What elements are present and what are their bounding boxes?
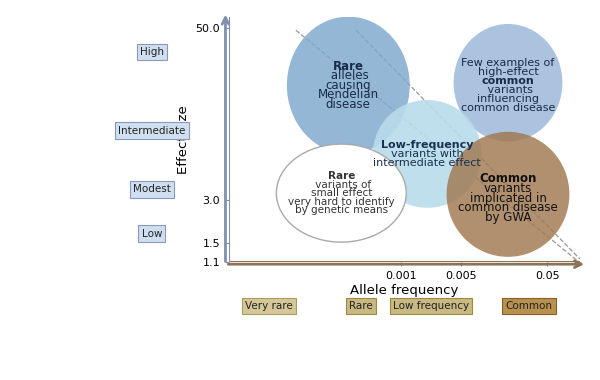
Text: Rare: Rare	[349, 301, 373, 311]
Text: Common: Common	[479, 172, 536, 185]
Text: Intermediate: Intermediate	[118, 126, 185, 136]
Text: intermediate effect: intermediate effect	[373, 158, 481, 168]
Text: implicated in: implicated in	[470, 192, 547, 204]
Text: disease: disease	[326, 98, 371, 111]
Text: variants: variants	[484, 85, 532, 95]
Text: common: common	[482, 76, 535, 86]
Text: Low frequency: Low frequency	[393, 301, 469, 311]
Ellipse shape	[287, 17, 410, 154]
Text: variants of: variants of	[312, 180, 371, 190]
Text: variants with: variants with	[391, 149, 464, 159]
Text: influencing: influencing	[477, 94, 539, 104]
Text: Rare: Rare	[328, 171, 355, 181]
Text: alleles: alleles	[328, 69, 369, 82]
Text: common disease: common disease	[458, 201, 558, 214]
Text: High: High	[140, 47, 164, 57]
Text: Low: Low	[142, 228, 162, 239]
X-axis label: Allele frequency: Allele frequency	[350, 283, 458, 296]
Text: variants: variants	[484, 182, 532, 195]
Text: Low-frequency: Low-frequency	[381, 140, 473, 150]
Text: by genetic means: by genetic means	[295, 205, 388, 215]
Text: Common: Common	[506, 301, 553, 311]
Text: very hard to identify: very hard to identify	[288, 196, 395, 207]
Ellipse shape	[446, 132, 569, 257]
Text: causing: causing	[325, 79, 371, 92]
Text: Rare: Rare	[333, 60, 364, 73]
Ellipse shape	[373, 100, 482, 208]
Text: Modest: Modest	[133, 184, 171, 195]
Text: Very rare: Very rare	[245, 301, 293, 311]
Text: small effect: small effect	[311, 188, 372, 198]
Ellipse shape	[277, 144, 406, 242]
Text: by GWA: by GWA	[485, 211, 531, 224]
Text: Few examples of: Few examples of	[461, 58, 554, 68]
Y-axis label: Effect size: Effect size	[177, 105, 190, 174]
Ellipse shape	[454, 24, 562, 142]
Text: high-effect: high-effect	[478, 66, 538, 77]
Text: Mendelian: Mendelian	[318, 89, 379, 101]
Text: common disease: common disease	[461, 103, 555, 113]
